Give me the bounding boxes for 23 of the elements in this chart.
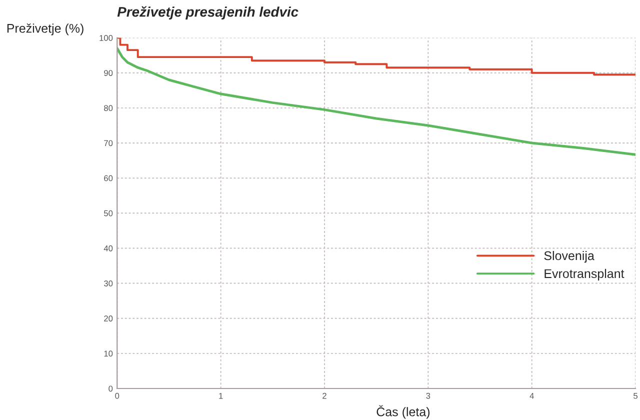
x-axis-title: Čas (leta) [376, 405, 430, 419]
y-tick-label: 90 [104, 70, 113, 76]
y-tick-label: 30 [104, 280, 113, 286]
y-tick-label: 10 [104, 350, 113, 357]
y-tick-label: 70 [104, 140, 113, 146]
line-series [117, 47, 636, 156]
y-tick-label: 80 [104, 105, 113, 112]
y-tick-label: 60 [104, 175, 113, 182]
chart-title: Preživetje presajenih ledvic [117, 6, 298, 20]
x-tick-label: 5 [634, 392, 638, 399]
y-tick-label: 40 [104, 245, 113, 252]
x-tick-label: 2 [322, 392, 326, 399]
legend-label: Slovenija [544, 250, 594, 263]
x-tick-label: 3 [426, 392, 430, 399]
y-axis-title: Preživetje (%) [7, 24, 84, 36]
x-tick-label: 4 [530, 392, 534, 399]
y-tick-label: 20 [104, 316, 113, 322]
x-tick-label: 0 [115, 392, 120, 399]
y-tick-label: 0 [108, 386, 113, 392]
y-tick-label: 50 [104, 210, 113, 216]
y-tick-label: 100 [100, 35, 113, 41]
x-tick-label: 1 [219, 392, 223, 399]
legend-label: Evrotransplant [544, 268, 624, 281]
